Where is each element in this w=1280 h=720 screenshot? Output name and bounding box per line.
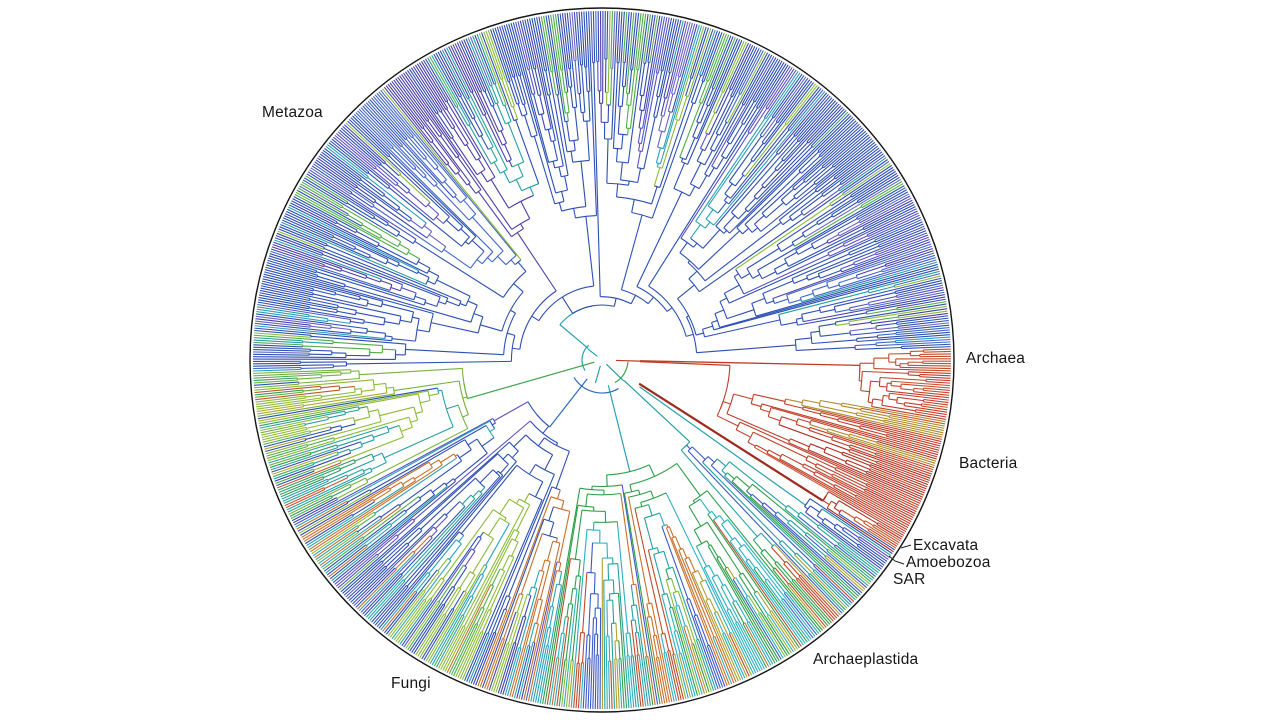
clade-label-amoebozoa: Amoebozoa	[906, 554, 991, 571]
clade-label-sar: SAR	[893, 571, 926, 588]
clade-label-excavata: Excavata	[913, 537, 979, 554]
clade-label-fungi: Fungi	[391, 675, 431, 692]
clade-label-bacteria: Bacteria	[959, 455, 1018, 472]
clade-label-metazoa: Metazoa	[262, 104, 323, 121]
clade-label-archaeplastida: Archaeplastida	[813, 651, 919, 668]
clade-label-archaea: Archaea	[966, 350, 1026, 367]
